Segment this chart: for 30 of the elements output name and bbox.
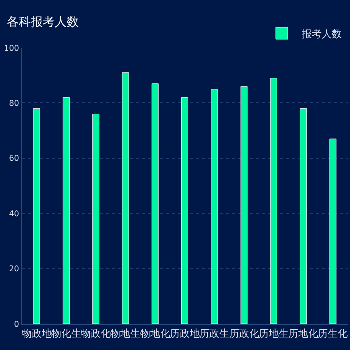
y-tick-label: 80 — [9, 99, 20, 108]
x-tick-label: 物地生 — [110, 328, 141, 340]
x-tick-label: 物地化 — [140, 328, 170, 340]
bar — [152, 84, 159, 324]
x-tick-label: 历地生 — [258, 328, 289, 340]
bar — [62, 97, 70, 324]
y-tick-label: 0 — [14, 320, 20, 329]
legend-label: 报考人数 — [301, 28, 342, 40]
x-tick-label: 历政化 — [229, 328, 260, 340]
x-tick-label: 物政化 — [81, 328, 112, 340]
y-tick-label: 40 — [9, 209, 20, 218]
x-tick-label: 历政地 — [170, 328, 200, 340]
chart-title: 各科报考人数 — [7, 14, 79, 29]
x-tick-label: 物政地 — [22, 328, 52, 340]
y-tick-label: 60 — [9, 154, 20, 164]
y-tick-label: 100 — [4, 44, 20, 53]
bar — [330, 138, 337, 324]
x-tick-label: 历地化 — [288, 328, 319, 340]
x-tick-label: 历生化 — [318, 328, 348, 340]
bar — [92, 114, 100, 324]
x-tick-label: 历政生 — [200, 328, 230, 340]
bar — [270, 78, 278, 324]
bar — [181, 97, 189, 324]
bar — [122, 72, 130, 324]
bar — [240, 86, 248, 324]
bar — [300, 108, 308, 324]
x-tick-label: 物化生 — [51, 328, 82, 340]
bar — [211, 89, 218, 324]
bar — [33, 108, 40, 324]
y-tick-label: 20 — [9, 264, 20, 274]
